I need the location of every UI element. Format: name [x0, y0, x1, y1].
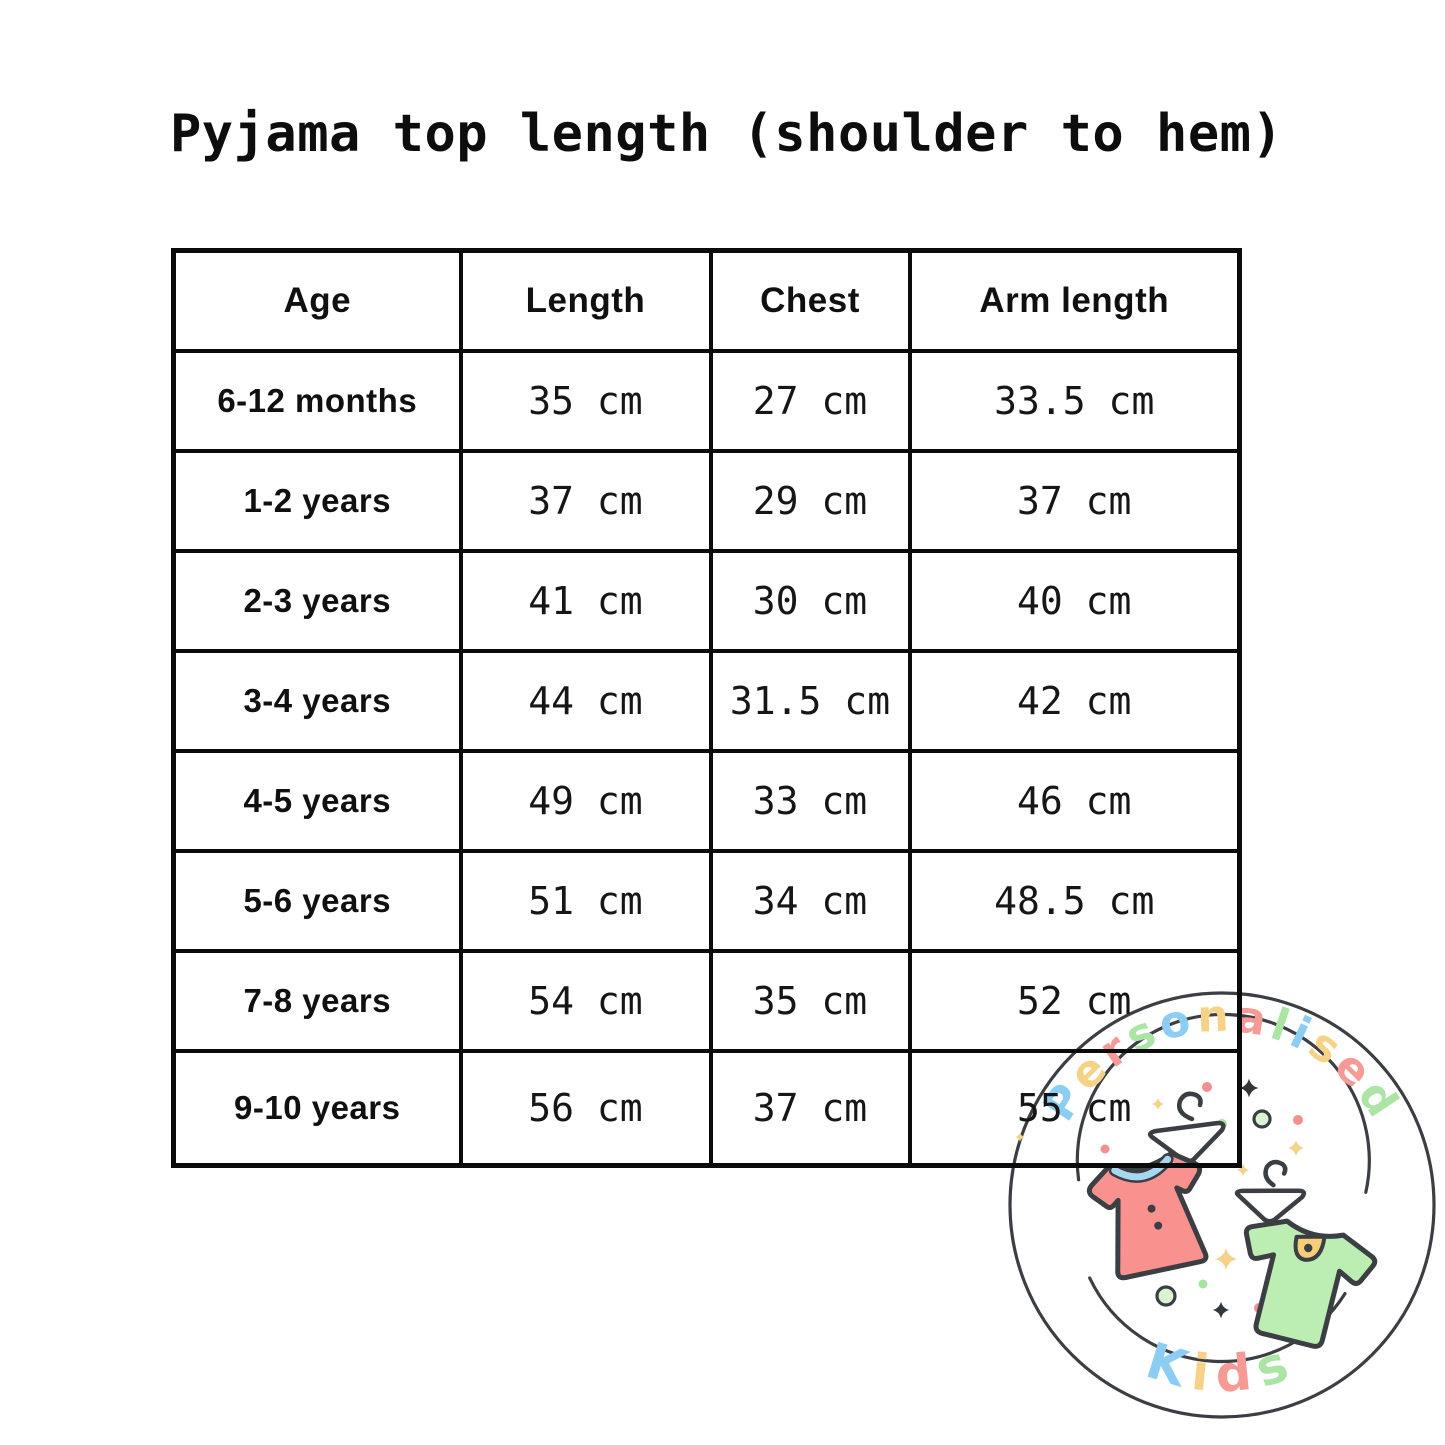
col-header-age: Age [171, 248, 463, 353]
cell-arm-length: 55 cm [907, 1048, 1242, 1168]
table-row: 6-12 months 35 cm 27 cm 33.5 cm [171, 348, 1242, 453]
tshirt-icon [1243, 1218, 1378, 1349]
cell-length: 41 cm [458, 548, 713, 653]
brand-name-bottom: Kids [1140, 1331, 1305, 1404]
cell-age: 4-5 years [171, 748, 463, 853]
cell-age: 1-2 years [171, 448, 463, 553]
col-header-arm-length: Arm length [907, 248, 1242, 353]
cell-arm-length: 52 cm [907, 948, 1242, 1053]
cell-arm-length: 42 cm [907, 648, 1242, 753]
cell-length: 56 cm [458, 1048, 713, 1168]
table-row: 4-5 years 49 cm 33 cm 46 cm [171, 748, 1242, 853]
cell-length: 54 cm [458, 948, 713, 1053]
cell-chest: 31.5 cm [708, 648, 912, 753]
cell-length: 35 cm [458, 348, 713, 453]
cell-age: 3-4 years [171, 648, 463, 753]
cell-chest: 33 cm [708, 748, 912, 853]
cell-arm-length: 46 cm [907, 748, 1242, 853]
table-row: 7-8 years 54 cm 35 cm 52 cm [171, 948, 1242, 1053]
cell-age: 6-12 months [171, 348, 463, 453]
cell-arm-length: 37 cm [907, 448, 1242, 553]
cell-length: 51 cm [458, 848, 713, 953]
cell-length: 49 cm [458, 748, 713, 853]
cell-age: 2-3 years [171, 548, 463, 653]
cell-chest: 29 cm [708, 448, 912, 553]
cell-age: 7-8 years [171, 948, 463, 1053]
cell-age: 9-10 years [171, 1048, 463, 1168]
cell-arm-length: 40 cm [907, 548, 1242, 653]
header-row: Age Length Chest Arm length [171, 248, 1242, 353]
cell-length: 37 cm [458, 448, 713, 553]
table-row: 9-10 years 56 cm 37 cm 55 cm [171, 1048, 1242, 1168]
cell-arm-length: 33.5 cm [907, 348, 1242, 453]
col-header-chest: Chest [708, 248, 912, 353]
table-row: 5-6 years 51 cm 34 cm 48.5 cm [171, 848, 1242, 953]
cell-chest: 27 cm [708, 348, 912, 453]
cell-chest: 37 cm [708, 1048, 912, 1168]
table-row: 2-3 years 41 cm 30 cm 40 cm [171, 548, 1242, 653]
table-row: 3-4 years 44 cm 31.5 cm 42 cm [171, 648, 1242, 753]
cell-age: 5-6 years [171, 848, 463, 953]
dress-icon [1086, 1150, 1209, 1281]
col-header-length: Length [458, 248, 713, 353]
page-title: Pyjama top length (shoulder to hem) [170, 104, 1284, 164]
cell-chest: 35 cm [708, 948, 912, 1053]
cell-chest: 30 cm [708, 548, 912, 653]
cell-arm-length: 48.5 cm [907, 848, 1242, 953]
size-chart-table: Age Length Chest Arm length 6-12 months … [171, 248, 1242, 1168]
cell-chest: 34 cm [708, 848, 912, 953]
hanger-icon [1234, 1159, 1307, 1224]
cell-length: 44 cm [458, 648, 713, 753]
table-row: 1-2 years 37 cm 29 cm 37 cm [171, 448, 1242, 553]
